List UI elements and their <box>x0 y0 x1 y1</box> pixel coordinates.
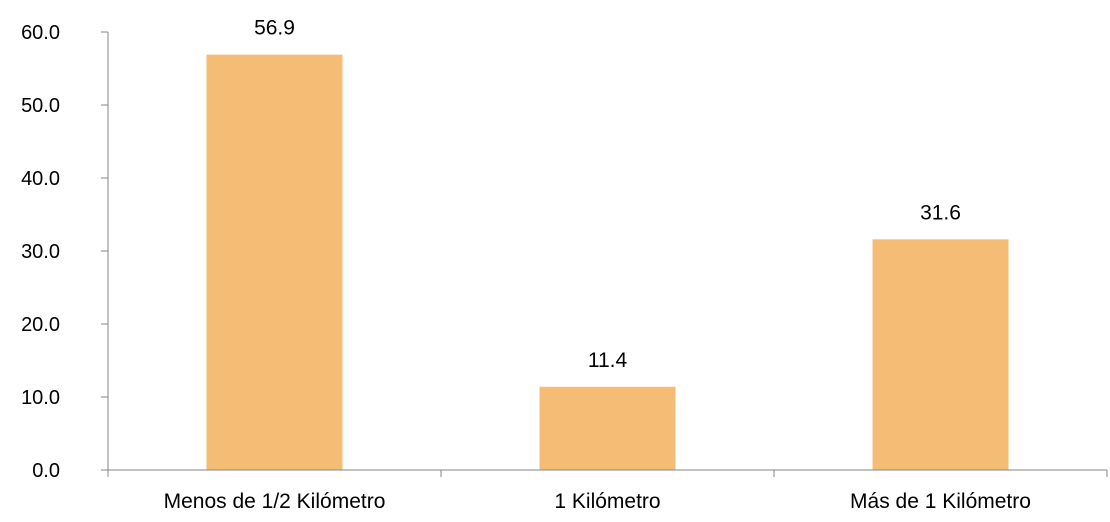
bar-data-label: 11.4 <box>588 349 628 372</box>
bar-data-label: 56.9 <box>254 17 295 40</box>
bars-group <box>206 54 1009 470</box>
x-category-label: Más de 1 Kilómetro <box>850 490 1031 513</box>
y-tick-label: 50.0 <box>21 95 60 117</box>
y-tick-label: 0.0 <box>32 460 60 482</box>
y-tick-label: 30.0 <box>21 241 60 263</box>
y-tick-label: 60.0 <box>21 22 60 44</box>
x-ticks-group: Menos de 1/2 Kilómetro 1 Kilómetro Más de … <box>107 470 1108 513</box>
bar <box>206 54 343 470</box>
y-tick-label: 10.0 <box>21 387 60 409</box>
x-category-label: 1 Kilómetro <box>554 490 660 513</box>
bar-data-label: 31.6 <box>920 201 961 224</box>
bar <box>539 386 676 470</box>
bar <box>872 239 1009 470</box>
y-tick-label: 20.0 <box>21 314 60 336</box>
y-tick-label: 40.0 <box>21 168 60 190</box>
y-ticks-group: 0.0 10.0 20.0 30.0 40.0 50.0 60.0 <box>21 22 108 482</box>
data-labels-group: 56.9 11.4 31.6 <box>254 17 961 372</box>
x-category-label: Menos de 1/2 Kilómetro <box>164 490 386 513</box>
